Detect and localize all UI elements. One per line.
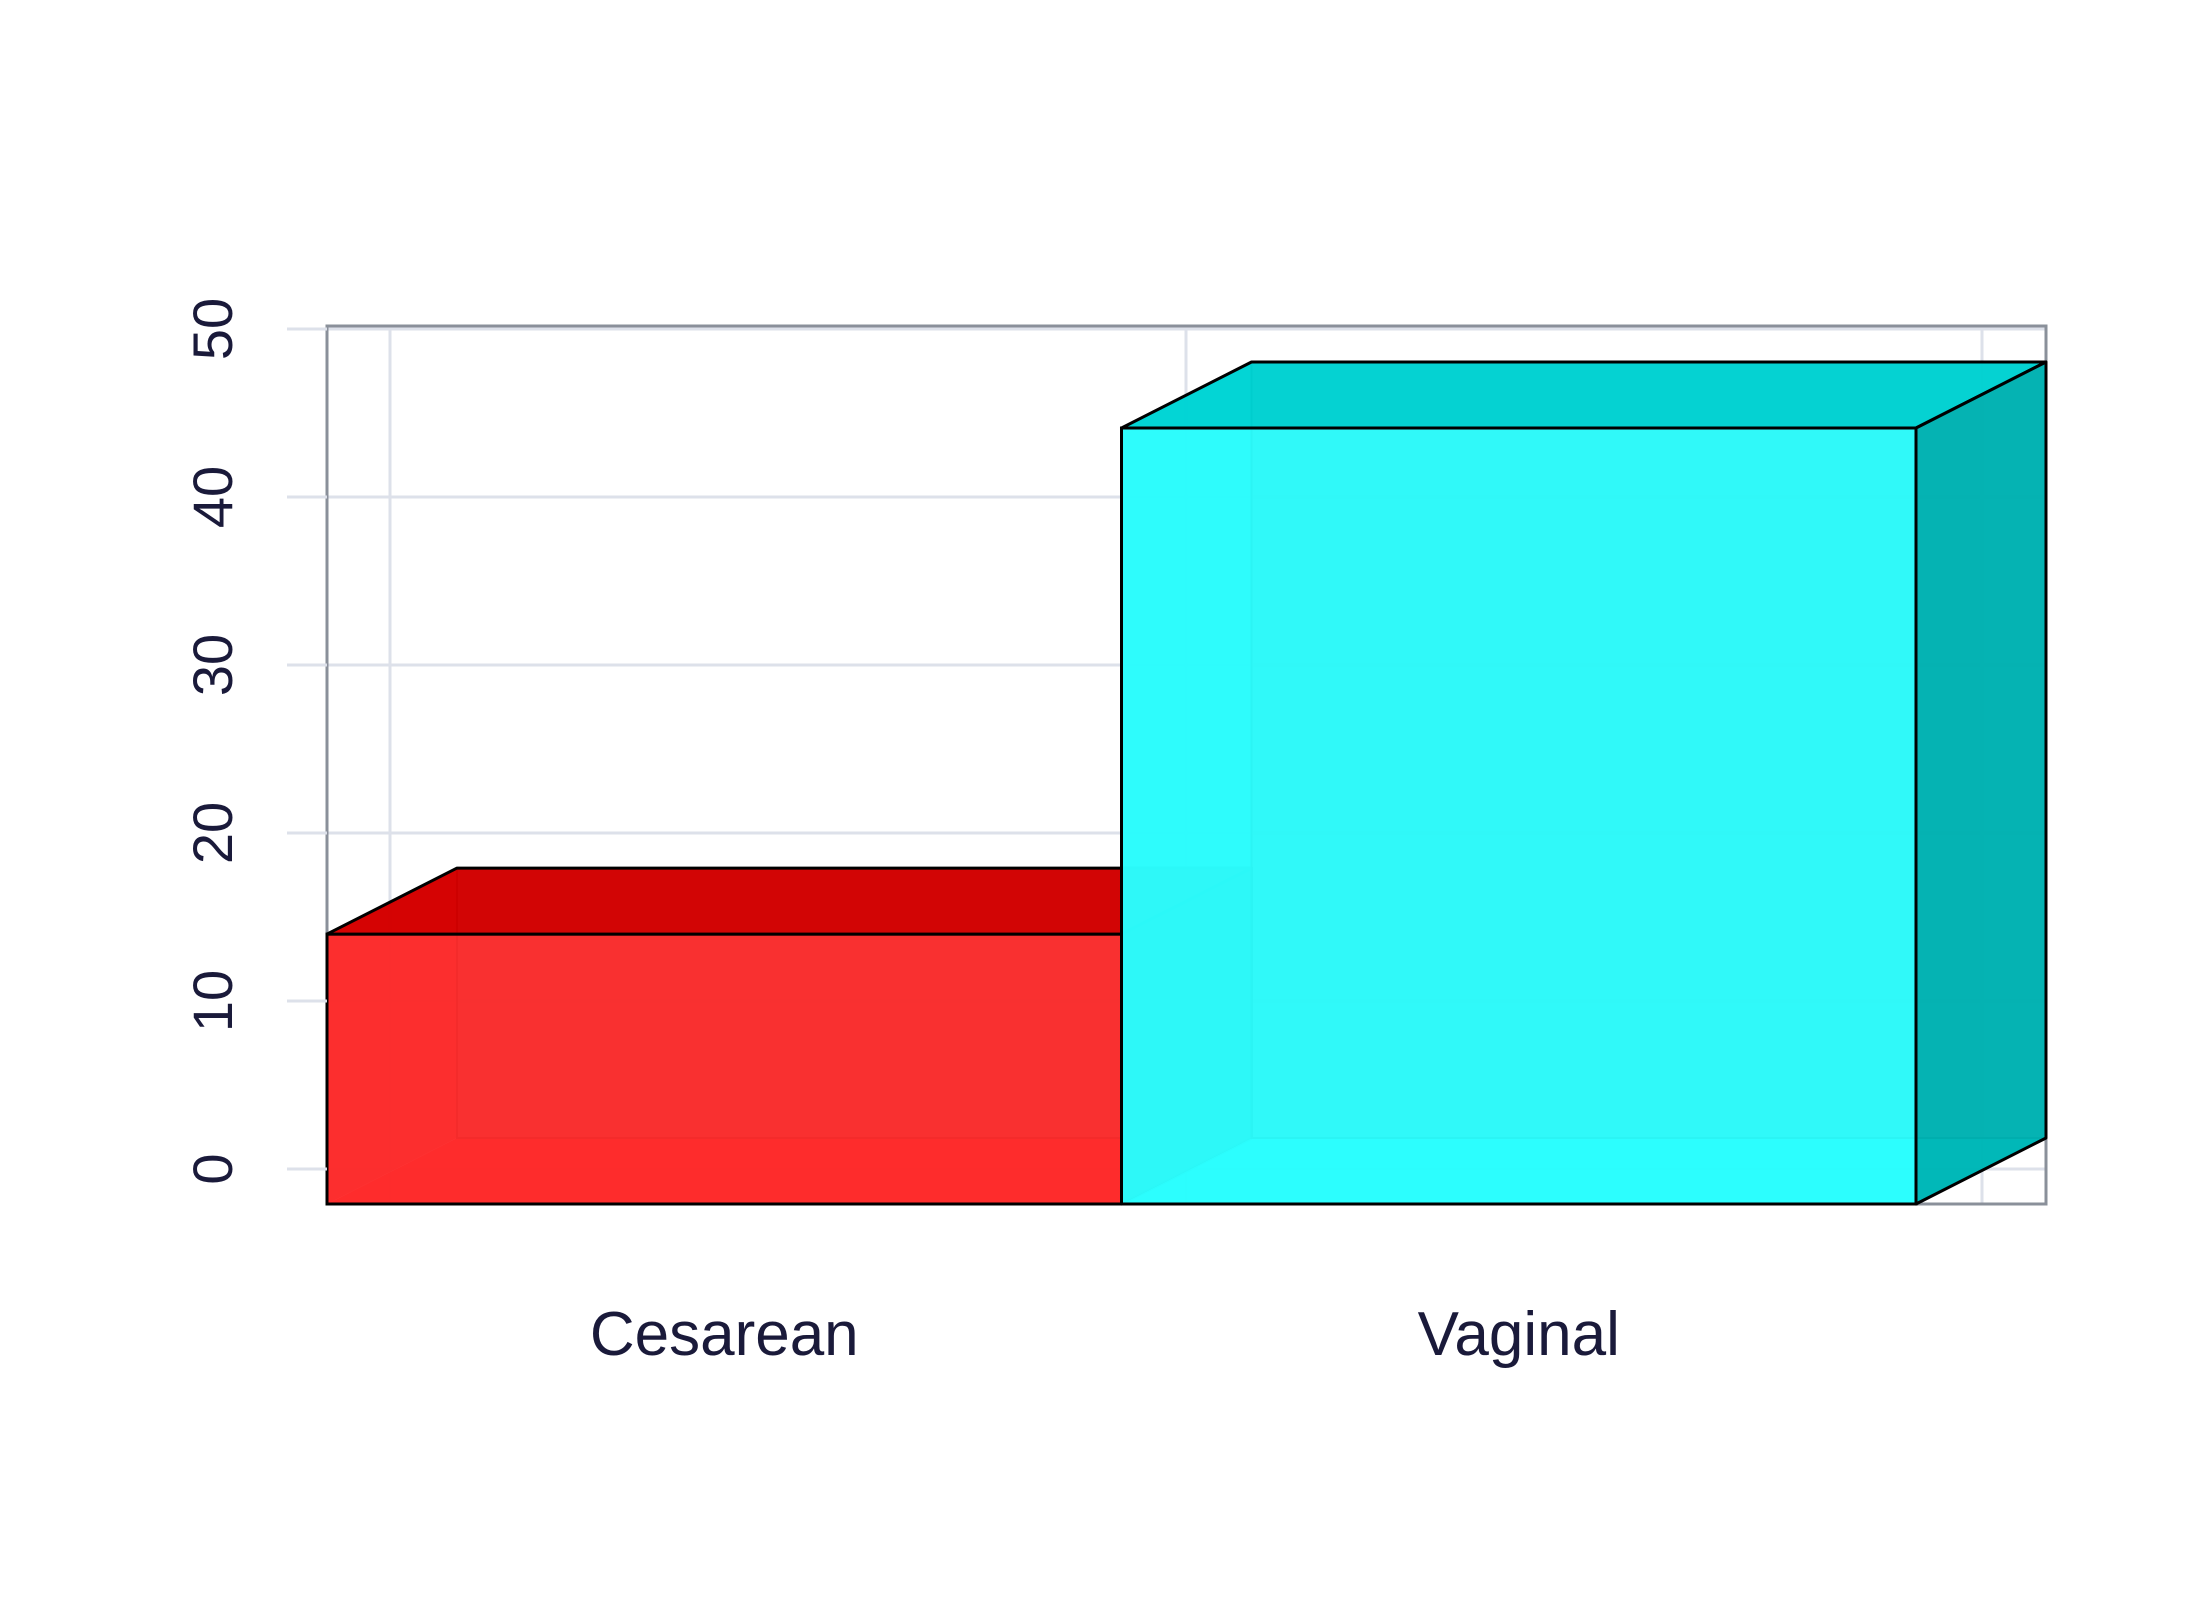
y-tick-label: 50 <box>181 298 244 360</box>
bar-top-face <box>1120 360 2048 430</box>
x-tick-label-vaginal: Vaginal <box>1418 1300 1620 1369</box>
bar-top-face <box>325 866 1253 936</box>
bars <box>325 360 2048 1206</box>
y-tick-label: 10 <box>181 970 244 1032</box>
x-axis: Cesarean Vaginal <box>590 1300 1620 1369</box>
y-tick-label: 0 <box>181 1153 244 1184</box>
y-axis: 0 10 20 30 40 50 <box>181 298 327 1185</box>
y-tick-label: 30 <box>181 634 244 696</box>
bar-front-face <box>325 932 1123 1206</box>
bar-front-face <box>1120 426 1918 1206</box>
y-tick-label: 20 <box>181 802 244 864</box>
bar-cesarean <box>325 866 1253 1206</box>
bar-vaginal <box>1120 360 2048 1206</box>
x-tick-label-cesarean: Cesarean <box>590 1300 859 1369</box>
bar-right-face <box>1914 360 2048 1206</box>
y-tick-label: 40 <box>181 466 244 528</box>
